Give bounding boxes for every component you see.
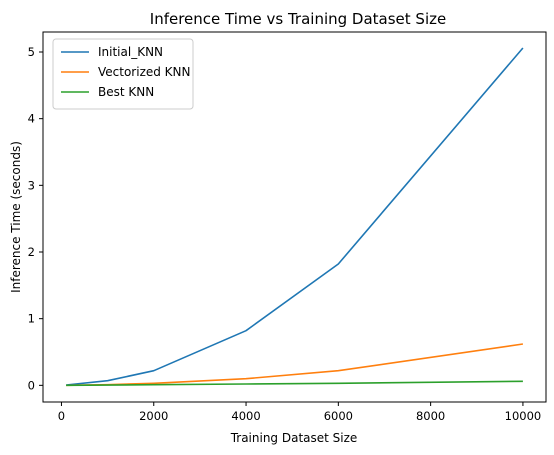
x-tick-label: 2000 [139,409,168,423]
x-tick-label: 6000 [324,409,353,423]
y-tick-label: 1 [28,312,35,326]
y-axis-label: Inference Time (seconds) [9,141,23,293]
x-tick-label: 8000 [416,409,445,423]
y-tick-label: 0 [28,378,35,392]
y-axis: 0 1 2 3 4 5 [28,45,43,392]
chart-title: Inference Time vs Training Dataset Size [150,10,446,28]
series-line-0 [66,47,524,386]
legend-entry: Best KNN [98,85,154,99]
y-tick-label: 4 [28,112,35,126]
y-tick-label: 2 [28,245,35,259]
y-tick-label: 3 [28,178,35,192]
legend: Initial_KNN Vectorized KNN Best KNN [52,38,194,110]
x-tick-label: 10000 [505,409,542,423]
legend-entry: Vectorized KNN [98,65,191,79]
y-tick-label: 5 [28,45,35,59]
x-tick-label: 0 [58,409,65,423]
x-axis-label: Training Dataset Size [230,431,358,445]
series-line-2 [66,380,523,387]
series-group [66,47,524,387]
legend-entry: Initial_KNN [98,45,163,59]
x-axis: 0 2000 4000 6000 8000 10000 [58,402,541,423]
x-tick-label: 4000 [231,409,260,423]
